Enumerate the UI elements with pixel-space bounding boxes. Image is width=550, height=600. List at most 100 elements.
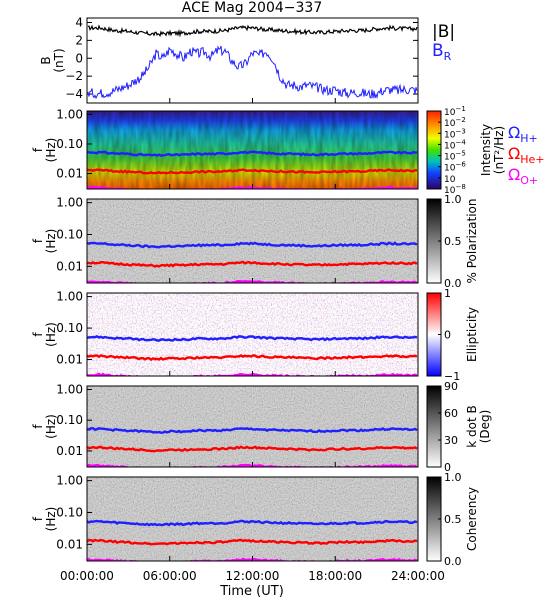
y-tick-label: 1.00 xyxy=(56,196,83,210)
colorbar-label: k dot B(Deg) xyxy=(465,405,492,447)
colorbar-label: Intensity(nT²/Hz) xyxy=(479,124,506,176)
colorbar-tick-label: 60 xyxy=(444,407,458,420)
ion-legend-item: ΩHe+ xyxy=(508,144,545,166)
colorbar-tick-exponent: −5 xyxy=(455,150,465,158)
colorbar-scale xyxy=(426,110,442,190)
colorbar-label-main: Ellipticity xyxy=(465,307,479,362)
colorbar-tick-label: 0.5 xyxy=(444,235,462,248)
b-legend: |B| BR xyxy=(432,22,455,63)
colorbar-label: Ellipticity xyxy=(465,307,479,362)
series-line-b-radial xyxy=(87,45,418,100)
y-axis-label: f(Hz) xyxy=(31,322,58,347)
y-tick-label: 0.10 xyxy=(56,227,83,241)
y-tick-label: 0.10 xyxy=(56,413,83,427)
y-tick-label: 0 xyxy=(75,51,83,65)
spectrogram-fill xyxy=(87,477,418,561)
colorbar-label-main: Coherency xyxy=(465,487,479,551)
ion-legend-subscript: H+ xyxy=(520,132,538,145)
colorbar-tick-label: 0.0 xyxy=(444,277,462,290)
y-tick-label: 1.00 xyxy=(56,474,83,488)
y-axis-label-unit: (Hz) xyxy=(44,229,58,254)
colorbar-tick-label: 10 xyxy=(444,175,456,185)
colorbar: 1 0 −1 Ellipticity xyxy=(426,287,479,383)
x-tick-label: 24:00:00 xyxy=(391,569,445,583)
y-axis-label-main: f xyxy=(31,424,45,429)
y-tick-label: 0.01 xyxy=(56,353,83,367)
b-radial-legend-main: B xyxy=(432,41,444,61)
y-axis-label: f(Hz) xyxy=(31,507,58,532)
ion-legend-item: ΩH+ xyxy=(508,123,538,145)
colorbar-tick-label: 0.0 xyxy=(444,555,462,568)
y-tick-label: 1.00 xyxy=(56,107,83,121)
x-tick-label: 06:00:00 xyxy=(143,569,197,583)
y-axis-label-main: f xyxy=(31,332,45,337)
gyrofrequency-line-he xyxy=(87,445,418,453)
y-axis-label-main: f xyxy=(31,516,45,521)
ion-legend-symbol: Ω xyxy=(508,144,520,163)
colorbar: 1.0 0.5 0.0% Polarization xyxy=(426,193,479,290)
colorbar-tick-exponent: −2 xyxy=(455,116,465,124)
spectrogram-fill xyxy=(87,199,418,283)
ion-legend-item: ΩO+ xyxy=(508,165,538,187)
colorbar-tick-label: 0.5 xyxy=(444,513,462,526)
colorbar-label: % Polarization xyxy=(465,199,479,284)
spectrogram-tone xyxy=(87,477,418,561)
y-tick-label: 0.10 xyxy=(56,137,83,151)
colorbar-tick-label: 1 xyxy=(444,287,451,300)
x-axis-label: Time (UT) xyxy=(219,584,284,599)
b-radial-legend-sub: R xyxy=(444,50,452,63)
y-tick-label: 2 xyxy=(75,33,83,47)
y-tick-label: 0.10 xyxy=(56,505,83,519)
spectrogram-texture-blue xyxy=(87,293,418,376)
panel-k-dot-b: 1.00 0.10 0.01 f(Hz) 90 60 30 0 k dot B(Deg) xyxy=(31,380,492,474)
b-radial-legend: BR xyxy=(432,41,452,63)
ion-legend: ΩH+ΩHe+ΩO+ xyxy=(508,123,545,187)
colorbar: 90 60 30 0 k dot B(Deg) xyxy=(426,380,492,474)
x-tick-label: 00:00:00 xyxy=(60,569,114,583)
colorbar-tick-label: 30 xyxy=(444,434,458,447)
panel-ellipticity: 1.00 0.10 0.01 f(Hz) 1 0 −1 Ellipticity xyxy=(31,287,479,383)
gyrofrequency-line-h xyxy=(87,241,418,249)
gyrofrequency-line-h xyxy=(87,427,418,434)
colorbar-tick-exponent: −4 xyxy=(455,138,466,146)
ion-legend-subscript: O+ xyxy=(520,174,538,187)
y-tick-label: 1.00 xyxy=(56,290,83,304)
x-tick-label: 12:00:00 xyxy=(226,569,280,583)
b-total-legend: |B| xyxy=(432,22,455,42)
y-tick-label: 4 xyxy=(75,15,83,29)
colorbar-tick-label: 10−6 xyxy=(444,161,466,174)
gyrofrequency-line-h xyxy=(87,519,418,527)
colorbar: 10−110−210−310−410−510−61010−8Intensity(… xyxy=(426,105,506,196)
y-tick-label: 0.01 xyxy=(56,537,83,551)
y-tick-label: 0.10 xyxy=(56,321,83,335)
colorbar-label-main: k dot B xyxy=(465,405,479,447)
colorbar-tick-exponent: −8 xyxy=(455,183,465,191)
gyrofrequency-line-he xyxy=(87,168,418,175)
colorbar-tick-exponent: −3 xyxy=(455,127,465,135)
chart-title: ACE Mag 2004−337 xyxy=(182,0,322,16)
spectrogram-tone xyxy=(87,199,418,283)
panel-intensity: 1.000.100.01f(Hz)10−110−210−310−410−510−… xyxy=(31,105,506,196)
y-tick-label: 1.00 xyxy=(56,383,83,397)
panel-magnetic-field: 4 2 0 −2 −4 B(nT) xyxy=(39,15,419,104)
y-axis-label-unit: (Hz) xyxy=(44,322,58,347)
spectrogram-image xyxy=(87,111,418,189)
colorbar-label-unit: (nT²/Hz) xyxy=(492,126,506,174)
y-tick-label: −2 xyxy=(65,69,83,83)
y-axis-label-unit: (Hz) xyxy=(44,414,58,439)
colorbar-label: Coherency xyxy=(465,487,479,551)
x-axis: Time (UT) 00:00:00 06:00:00 12:00:00 18:00:… xyxy=(60,569,445,599)
colorbar-label-main: Intensity xyxy=(479,124,493,176)
y-tick-label: 0.01 xyxy=(56,444,83,458)
y-tick-label: −4 xyxy=(65,87,83,101)
y-axis-label-unit: (Hz) xyxy=(44,507,58,532)
colorbar-tick-label: 90 xyxy=(444,380,458,393)
y-axis-label: B(nT) xyxy=(39,48,66,72)
colorbar-tick-label: 1.0 xyxy=(444,471,462,484)
y-axis-label: f(Hz) xyxy=(31,138,58,163)
colorbar-label-main: % Polarization xyxy=(465,199,479,284)
spectrogram-fill xyxy=(87,386,418,467)
